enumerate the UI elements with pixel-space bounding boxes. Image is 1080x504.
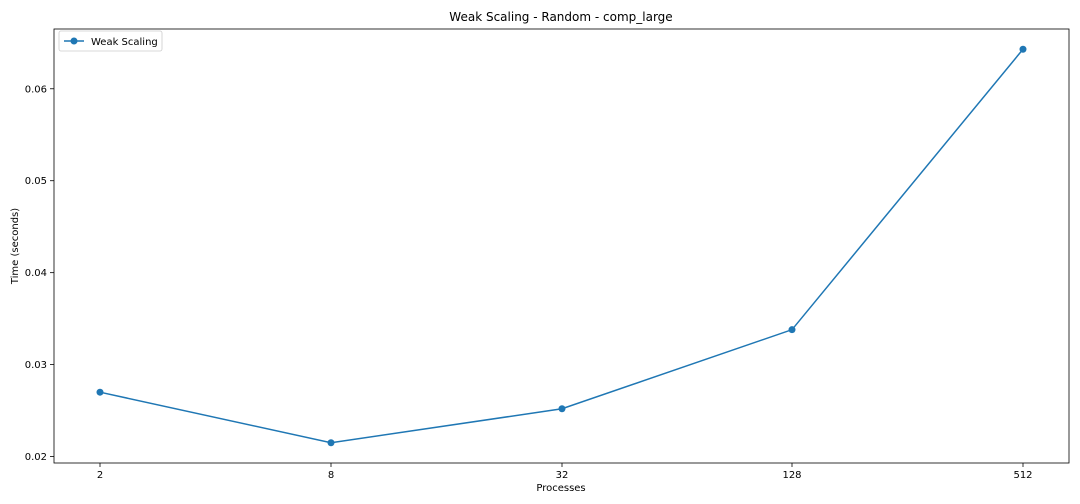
y-tick-label: 0.03 xyxy=(25,360,47,371)
y-axis-label: Time (seconds) xyxy=(10,208,21,285)
y-tick-label: 0.06 xyxy=(25,84,47,95)
data-point xyxy=(1019,45,1027,53)
x-tick-label: 2 xyxy=(97,470,103,481)
legend-marker-icon xyxy=(70,37,78,45)
series-layer xyxy=(96,45,1027,447)
plot-frame xyxy=(53,28,1070,464)
x-axis-label: Processes xyxy=(536,483,585,494)
y-axis: 0.02 0.03 0.04 0.05 0.06 xyxy=(25,84,54,463)
data-point xyxy=(327,439,335,447)
data-point xyxy=(558,405,566,413)
y-tick-label: 0.05 xyxy=(25,176,47,187)
chart-title: Weak Scaling - Random - comp_large xyxy=(449,10,672,24)
legend-label: Weak Scaling xyxy=(91,37,158,48)
x-tick-label: 512 xyxy=(1013,470,1032,481)
plot-area xyxy=(53,28,1070,464)
x-tick-label: 32 xyxy=(556,470,569,481)
data-point xyxy=(96,388,104,396)
legend: Weak Scaling xyxy=(58,30,163,52)
x-tick-label: 128 xyxy=(782,470,801,481)
x-axis: 2 8 32 128 512 xyxy=(97,463,1033,481)
y-tick-label: 0.02 xyxy=(25,452,47,463)
series-line xyxy=(99,48,1024,444)
data-point xyxy=(788,326,796,334)
legend-box xyxy=(58,30,163,52)
x-tick-label: 8 xyxy=(328,470,334,481)
y-tick-label: 0.04 xyxy=(25,268,47,279)
